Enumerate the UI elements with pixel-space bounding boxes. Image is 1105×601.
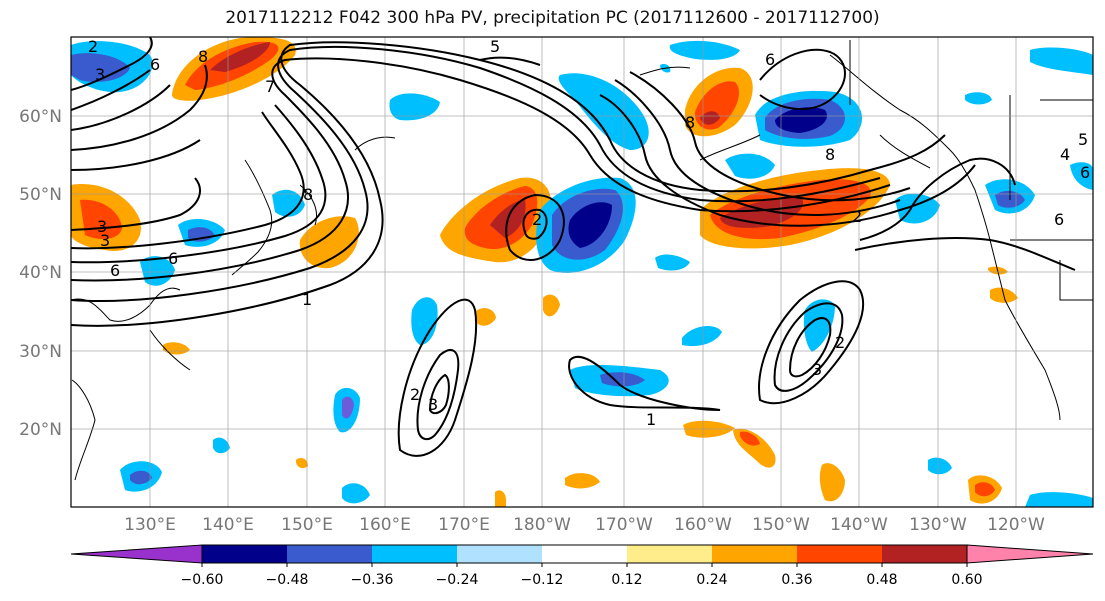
contour-label: 7 [265, 77, 275, 96]
contour-label: 6 [1054, 210, 1064, 229]
contour-label: 6 [765, 50, 775, 69]
colorbar-extend-max [966, 544, 1094, 564]
contour-labels: 2 8 5 6 7 3 6 8 3 3 6 6 1 8 2 2 1 2 3 8 … [88, 37, 1090, 429]
colorbar-tick: 0.24 [696, 572, 727, 588]
contour-label: 6 [110, 261, 120, 280]
colorbar-tick: −0.24 [436, 572, 479, 588]
contour-label: 3 [100, 231, 110, 250]
colorbar-tick: 0.12 [611, 572, 642, 588]
colorbar-tick: 0.48 [866, 572, 897, 588]
lon-label: 130°W [909, 515, 967, 535]
contour-label: 2 [410, 385, 420, 404]
colorbar-segment [287, 545, 372, 563]
colorbar-tick: 0.36 [781, 572, 812, 588]
graticule [71, 37, 1093, 507]
contour-label: 5 [490, 37, 500, 56]
contour-label: 1 [302, 290, 312, 309]
lon-label: 160°W [674, 515, 732, 535]
colorbar-tick: −0.48 [266, 572, 309, 588]
pv-contours [71, 37, 1076, 457]
latitude-labels: 60°N 50°N 40°N 30°N 20°N [19, 107, 62, 440]
colorbar-segment [712, 545, 797, 563]
colorbar-segment [542, 545, 627, 563]
colorbar-segment [202, 545, 287, 563]
lon-label: 160°E [359, 515, 411, 535]
contour-label: 4 [1060, 145, 1070, 164]
lon-label: 150°W [752, 515, 810, 535]
contour-label: 3 [95, 65, 105, 84]
lat-label: 30°N [19, 342, 62, 362]
lon-label: 170°E [438, 515, 490, 535]
lat-label: 20°N [19, 420, 62, 440]
contour-label: 6 [150, 55, 160, 74]
lat-label: 50°N [19, 185, 62, 205]
contour-label: 5 [1078, 130, 1088, 149]
longitude-labels: 130°E 140°E 150°E 160°E 170°E 180°W 170°… [124, 515, 1045, 535]
coastlines [71, 40, 1093, 481]
lon-label: 120°W [987, 515, 1045, 535]
contour-label: 8 [685, 113, 695, 132]
colorbar-segment [372, 545, 457, 563]
precip-shading [71, 37, 1093, 507]
colorbar-extend-min [70, 544, 203, 564]
contour-label: 3 [812, 360, 822, 379]
contour-label: 6 [168, 249, 178, 268]
colorbar-segment [797, 545, 882, 563]
colorbar-tick: 0.60 [951, 572, 982, 588]
contour-label: 2 [88, 37, 98, 56]
contour-label: 1 [646, 410, 656, 429]
lon-label: 130°E [124, 515, 176, 535]
contour-label: 8 [198, 47, 208, 66]
lon-label: 140°E [202, 515, 254, 535]
contour-label: 2 [852, 207, 862, 226]
lon-label: 170°W [595, 515, 653, 535]
lon-label: 140°W [830, 515, 888, 535]
map-title: 2017112212 F042 300 hPa PV, precipitatio… [225, 8, 880, 28]
colorbar-tick: −0.60 [181, 572, 224, 588]
colorbar-tick: −0.36 [351, 572, 394, 588]
lat-label: 60°N [19, 107, 62, 127]
colorbar-segment [627, 545, 712, 563]
contour-label: 8 [825, 145, 835, 164]
lat-label: 40°N [19, 263, 62, 283]
colorbar-segment [882, 545, 967, 563]
lon-label: 180°W [513, 515, 571, 535]
colorbar-segment [457, 545, 542, 563]
contour-label: 8 [303, 185, 313, 204]
colorbar-frame [201, 544, 968, 564]
contour-label: 3 [97, 217, 107, 236]
contour-label: 6 [1080, 163, 1090, 182]
colorbar-tick: −0.12 [521, 572, 564, 588]
map-border [70, 36, 1094, 508]
contour-label: 2 [835, 333, 845, 352]
contour-label: 3 [428, 395, 438, 414]
colorbar: −0.60 −0.48 −0.36 −0.24 −0.12 0.12 0.24 … [70, 544, 1094, 588]
contour-label: 2 [532, 210, 542, 229]
lon-label: 150°E [281, 515, 333, 535]
